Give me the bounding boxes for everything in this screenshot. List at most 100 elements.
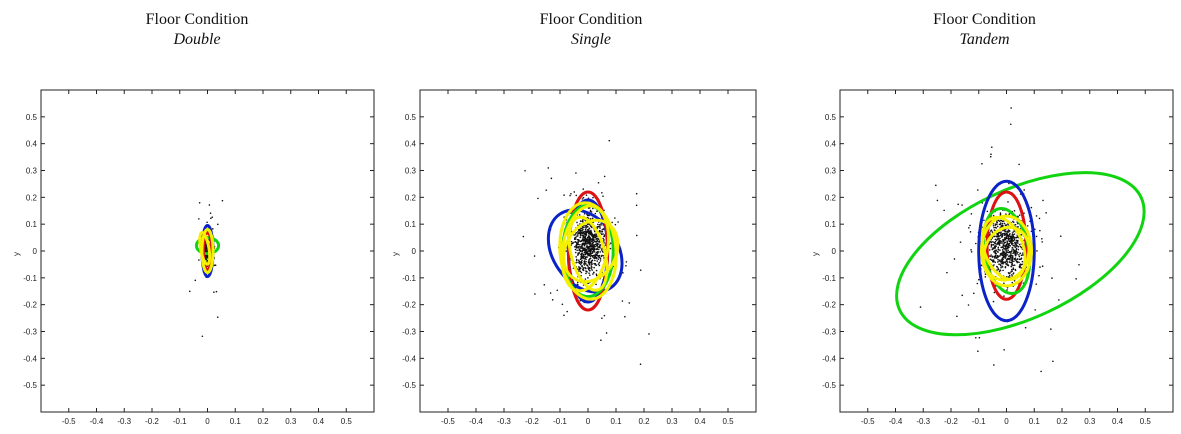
trace-point bbox=[578, 270, 580, 272]
trace-point bbox=[590, 238, 593, 241]
trace-point bbox=[581, 265, 583, 267]
trace-point bbox=[946, 271, 948, 274]
trace-point bbox=[210, 217, 212, 220]
trace-point bbox=[994, 255, 997, 258]
x-tick-label: 0.4 bbox=[313, 417, 325, 426]
trace-point bbox=[595, 248, 598, 251]
trace-point bbox=[589, 243, 591, 246]
trace-point bbox=[206, 265, 209, 267]
trace-point bbox=[586, 251, 589, 253]
trace-point bbox=[1012, 240, 1015, 242]
trace-point bbox=[586, 236, 589, 239]
trace-point bbox=[600, 339, 602, 342]
trace-point bbox=[598, 261, 601, 264]
trace-point bbox=[1011, 249, 1013, 251]
trace-point bbox=[1023, 189, 1026, 191]
trace-point bbox=[592, 273, 594, 275]
trace-point bbox=[1005, 254, 1008, 256]
trace-point bbox=[603, 239, 605, 241]
y-axis-label: y bbox=[391, 252, 400, 256]
trace-point bbox=[974, 336, 977, 339]
trace-point bbox=[1020, 267, 1022, 269]
trace-point bbox=[584, 266, 586, 269]
trace-point bbox=[587, 254, 589, 256]
trace-point bbox=[1005, 224, 1008, 226]
x-tick-label: 0.2 bbox=[1056, 417, 1068, 426]
trace-point bbox=[582, 236, 584, 239]
trace-point bbox=[1000, 266, 1002, 269]
trace-point bbox=[586, 245, 588, 248]
y-tick-label: -0.3 bbox=[23, 328, 37, 337]
trace-point bbox=[1002, 229, 1004, 232]
trace-point bbox=[974, 242, 977, 245]
trace-point bbox=[1016, 244, 1018, 247]
y-tick-label: 0.1 bbox=[825, 220, 837, 229]
trace-point bbox=[621, 300, 624, 302]
trace-point bbox=[1004, 234, 1007, 236]
trace-point bbox=[576, 221, 578, 224]
trace-point bbox=[209, 212, 212, 214]
trace-point bbox=[995, 243, 998, 245]
trace-point bbox=[583, 234, 585, 236]
trace-point bbox=[579, 267, 582, 270]
trace-point bbox=[1007, 271, 1010, 274]
data-layer bbox=[895, 107, 1146, 373]
trace-point bbox=[592, 246, 595, 249]
trace-point bbox=[577, 246, 579, 248]
trace-point bbox=[1006, 287, 1009, 289]
trace-point bbox=[603, 175, 606, 178]
trace-point bbox=[1011, 232, 1014, 234]
trace-point bbox=[610, 242, 612, 244]
trace-point bbox=[989, 255, 992, 258]
trace-point bbox=[588, 249, 590, 252]
trace-point bbox=[581, 198, 584, 200]
trace-point bbox=[1009, 241, 1011, 243]
trace-point bbox=[967, 304, 970, 306]
trace-point bbox=[216, 316, 219, 318]
trace-point bbox=[550, 177, 553, 180]
trace-point bbox=[1011, 262, 1014, 264]
trace-point bbox=[588, 272, 590, 275]
trace-point bbox=[194, 279, 197, 282]
trace-point bbox=[936, 199, 939, 202]
trace-point bbox=[997, 267, 1000, 270]
trace-point bbox=[1012, 231, 1015, 233]
trace-point bbox=[998, 259, 1001, 262]
y-tick-label: 0.4 bbox=[26, 140, 38, 149]
trace-point bbox=[994, 240, 997, 243]
trace-point bbox=[1010, 274, 1013, 276]
trace-point bbox=[593, 271, 595, 274]
trace-point bbox=[992, 224, 995, 227]
trace-point bbox=[588, 207, 591, 209]
y-tick-label: -0.1 bbox=[402, 274, 416, 283]
trace-point bbox=[583, 257, 586, 260]
trace-point bbox=[996, 223, 998, 226]
trace-point bbox=[1078, 263, 1080, 266]
trace-point bbox=[578, 268, 581, 270]
trace-point bbox=[1004, 244, 1007, 247]
trace-point bbox=[596, 225, 599, 228]
trace-point bbox=[577, 266, 580, 268]
trace-point bbox=[997, 258, 999, 261]
trace-point bbox=[1007, 223, 1009, 226]
trace-point bbox=[577, 252, 579, 254]
trace-point bbox=[1018, 254, 1020, 256]
trace-point bbox=[588, 266, 591, 269]
trace-point bbox=[1010, 251, 1012, 253]
trace-point bbox=[583, 232, 585, 235]
trace-point bbox=[1010, 268, 1013, 271]
trace-point bbox=[993, 264, 995, 266]
trace-point bbox=[578, 231, 581, 234]
trace-point bbox=[992, 300, 995, 303]
trace-point bbox=[1002, 269, 1004, 272]
trace-point bbox=[1051, 277, 1053, 279]
panel-double: Floor Condition Double -0.5 -0.4 -0.3 -0.2-… bbox=[0, 0, 394, 434]
trace-point bbox=[579, 270, 582, 273]
trace-point bbox=[1050, 328, 1052, 330]
trace-point bbox=[1009, 237, 1012, 240]
panel-single: Floor Condition Single -0.5 -0.4 -0.3 -0.2-… bbox=[391, 0, 788, 434]
trace-point bbox=[206, 259, 209, 262]
trace-point bbox=[1011, 263, 1013, 266]
trace-point bbox=[198, 259, 200, 261]
trace-point bbox=[1004, 236, 1006, 239]
